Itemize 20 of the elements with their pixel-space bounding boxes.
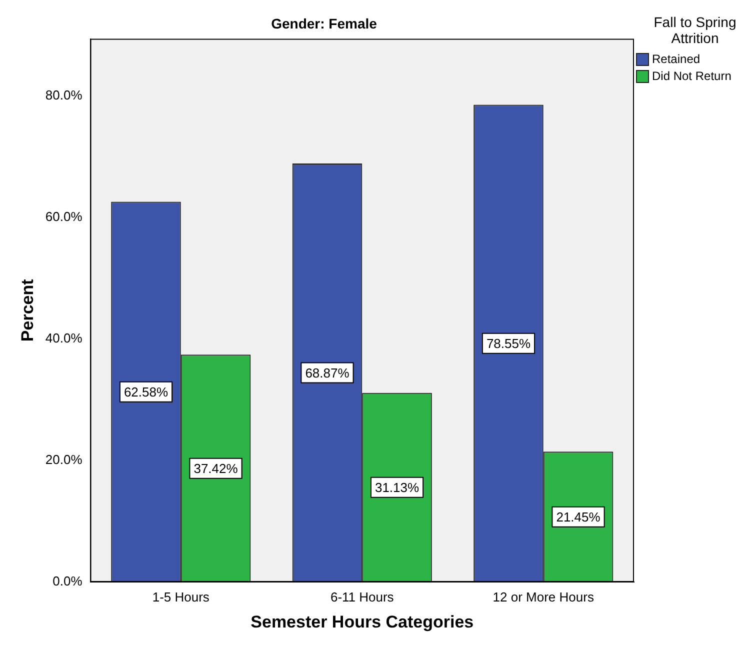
x-tick-label: 1-5 Hours: [152, 589, 210, 604]
y-tick-label: 20.0%: [45, 452, 83, 468]
x-tick-label: 6-11 Hours: [330, 589, 394, 604]
chart-title: Gender: Female: [271, 15, 378, 32]
data-label: 31.13%: [374, 480, 420, 496]
legend-title: Fall to Spring Attrition: [652, 14, 738, 46]
legend-label: Did Not Return: [652, 69, 732, 83]
legend-label: Retained: [652, 52, 700, 66]
data-label: 78.55%: [486, 336, 531, 351]
data-label: 21.45%: [556, 509, 601, 524]
y-tick-label: 40.0%: [45, 330, 83, 346]
data-label: 68.87%: [305, 365, 350, 380]
x-axis-title: Semester Hours Categories: [250, 612, 474, 632]
data-label: 37.42%: [194, 460, 238, 476]
y-tick-label: 80.0%: [45, 87, 83, 102]
x-tick-label: 12 or More Hours: [492, 589, 594, 604]
y-axis-title: Percent: [18, 278, 37, 342]
data-label: 62.58%: [124, 384, 168, 400]
y-tick-label: 60.0%: [45, 209, 83, 224]
y-tick-label: 0.0%: [52, 574, 83, 589]
